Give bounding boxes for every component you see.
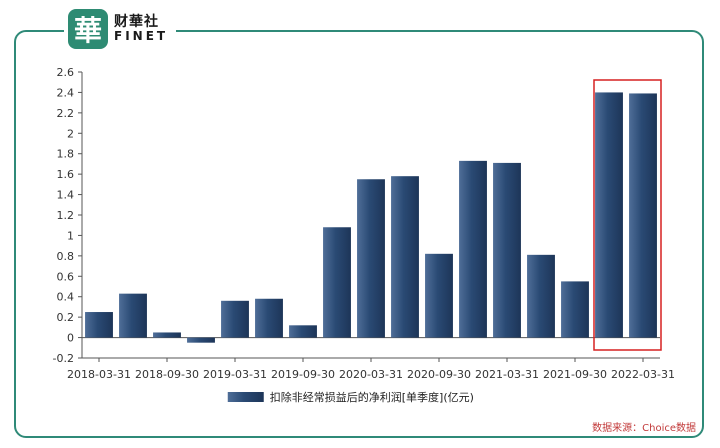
x-tick-label: 2018-03-31 xyxy=(67,368,131,381)
y-tick-label: 2.4 xyxy=(57,86,75,99)
logo-text: 财華社 FINET xyxy=(114,15,168,42)
y-tick-label: 1 xyxy=(67,229,74,242)
logo-name-en: FINET xyxy=(114,29,169,44)
legend-label: 扣除非经常损益后的净利润[单季度](亿元) xyxy=(270,390,474,404)
bar-2018-03-31 xyxy=(85,312,113,338)
bar-2021-03-31 xyxy=(493,162,521,338)
x-tick-label: 2022-03-31 xyxy=(611,368,675,381)
logo-name-cn: 财華社 xyxy=(114,14,159,31)
highlight-box xyxy=(593,79,662,351)
bar-2019-12-31 xyxy=(323,227,351,338)
bar-2019-03-31 xyxy=(221,300,249,338)
bar-2019-06-30 xyxy=(255,298,283,338)
y-tick-label: 1.6 xyxy=(57,168,75,181)
x-tick-label: 2020-09-30 xyxy=(407,368,471,381)
y-tick-label: 2 xyxy=(67,127,74,140)
bar-2021-06-30 xyxy=(527,254,555,338)
y-tick-label: 0.8 xyxy=(57,250,75,263)
bar-2018-09-30 xyxy=(153,332,181,338)
finet-logo: 華 财華社 FINET xyxy=(64,6,177,52)
x-tick-label: 2019-09-30 xyxy=(271,368,335,381)
bar-2019-09-30 xyxy=(289,325,317,338)
bar-2020-12-31 xyxy=(459,160,487,338)
y-tick-label: 1.8 xyxy=(57,148,75,161)
x-tick-label: 2018-09-30 xyxy=(135,368,199,381)
bar-2018-06-30 xyxy=(119,293,147,338)
bar-2021-09-30 xyxy=(561,281,589,338)
y-tick-label: -0.2 xyxy=(53,352,74,365)
y-tick-label: 1.2 xyxy=(57,209,75,222)
x-tick-label: 2021-09-30 xyxy=(543,368,607,381)
bar-2020-03-31 xyxy=(357,179,385,338)
source-note: 数据来源：Choice数据 xyxy=(592,423,696,434)
y-tick-label: 0 xyxy=(67,332,74,345)
y-tick-label: 0.2 xyxy=(57,311,75,324)
logo-mark: 華 xyxy=(68,9,108,49)
y-tick-label: 1.4 xyxy=(57,189,75,202)
bar-2018-12-31 xyxy=(187,337,215,343)
y-tick-label: 0.4 xyxy=(57,291,75,304)
y-tick-label: 2.6 xyxy=(57,66,75,79)
bar-2021-12-31 xyxy=(595,92,623,338)
x-tick-label: 2021-03-31 xyxy=(475,368,539,381)
x-tick-label: 2019-03-31 xyxy=(203,368,267,381)
legend-swatch xyxy=(227,392,264,402)
bar-2022-03-31 xyxy=(629,93,657,338)
bar-2020-06-30 xyxy=(391,176,419,338)
y-tick-label: 2.2 xyxy=(57,107,75,120)
bar-2020-09-30 xyxy=(425,253,453,338)
x-tick-label: 2020-03-31 xyxy=(339,368,403,381)
y-tick-label: 0.6 xyxy=(57,270,75,283)
